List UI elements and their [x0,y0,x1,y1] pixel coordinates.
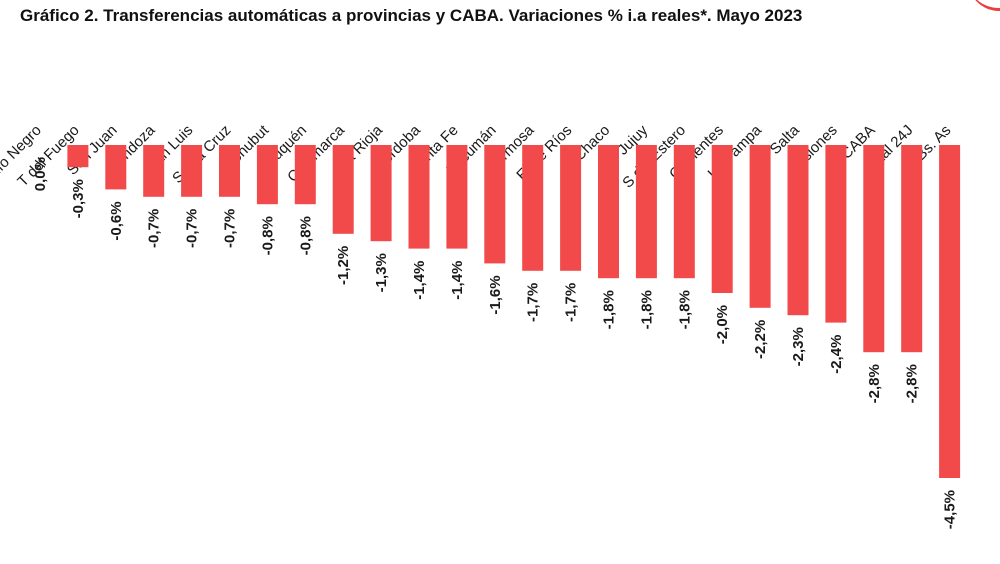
chart-title: Gráfico 2. Transferencias automáticas a … [20,6,803,25]
data-label-entre-rios: -1,7% [563,283,580,322]
bar-cordoba [408,145,430,249]
data-label-formosa: -1,7% [525,283,542,322]
bar-bs-as [939,145,961,478]
bar-san-juan [105,145,127,190]
data-label-caba: -2,8% [866,364,883,403]
bar-caba [863,145,885,353]
bar-san-luis [181,145,203,197]
data-label-jujuy: -1,8% [638,290,655,329]
bar-mendoza [143,145,165,197]
data-label-san-juan: -0,6% [108,201,125,240]
data-label-corrientes: -2,0% [714,305,731,344]
data-label-tucuman: -1,6% [487,275,504,314]
bar-santa-cruz [219,145,240,197]
bars [67,145,961,478]
bar-santa-fe [446,145,468,249]
bar-jujuy [635,145,657,279]
data-label-chaco: -1,8% [601,290,618,329]
bar-chaco [598,145,619,279]
data-label-la-pampa: -2,2% [752,320,769,359]
data-label-total-24j: -2,8% [904,364,921,403]
data-label-neuquen: -0,8% [297,216,314,255]
data-label-t-del-fuego: -0,3% [70,179,87,218]
bar-neuquen [294,145,316,205]
bar-s-del-estero [673,145,695,279]
data-label-catamarca: -1,2% [335,246,352,285]
data-label-santa-fe: -1,4% [449,261,466,300]
bar-salta [787,145,809,316]
data-label-cordoba: -1,4% [411,261,428,300]
bar-catamarca [332,145,354,234]
bar-tucuman [484,145,506,264]
bar-chubut [256,145,278,205]
bar-entre-rios [560,145,582,271]
bar-la-rioja [370,145,392,242]
bar-misiones [825,145,847,323]
bar-formosa [522,145,544,271]
data-label-santa-cruz: -0,7% [222,209,239,248]
bar-la-pampa [749,145,771,308]
data-label-san-luis: -0,7% [184,209,201,248]
bar-t-del-fuego [67,145,89,168]
data-labels: 0,0% -0,3% -0,6% -0,7% -0,7% -0,7% -0,8% -0,8% -… [32,157,959,529]
data-label-misiones: -2,4% [828,335,845,374]
data-label-chubut: -0,8% [259,216,276,255]
bar-corrientes [711,145,733,293]
bar-total-24j [901,145,923,353]
data-label-s-del-estero: -1,8% [676,290,693,329]
data-label-mendoza: -0,7% [146,209,163,248]
data-label-rio-negro: 0,0% [32,157,49,191]
data-label-bs-as: -4,5% [942,490,959,529]
data-label-salta: -2,3% [790,327,807,366]
data-label-la-rioja: -1,3% [373,253,390,292]
